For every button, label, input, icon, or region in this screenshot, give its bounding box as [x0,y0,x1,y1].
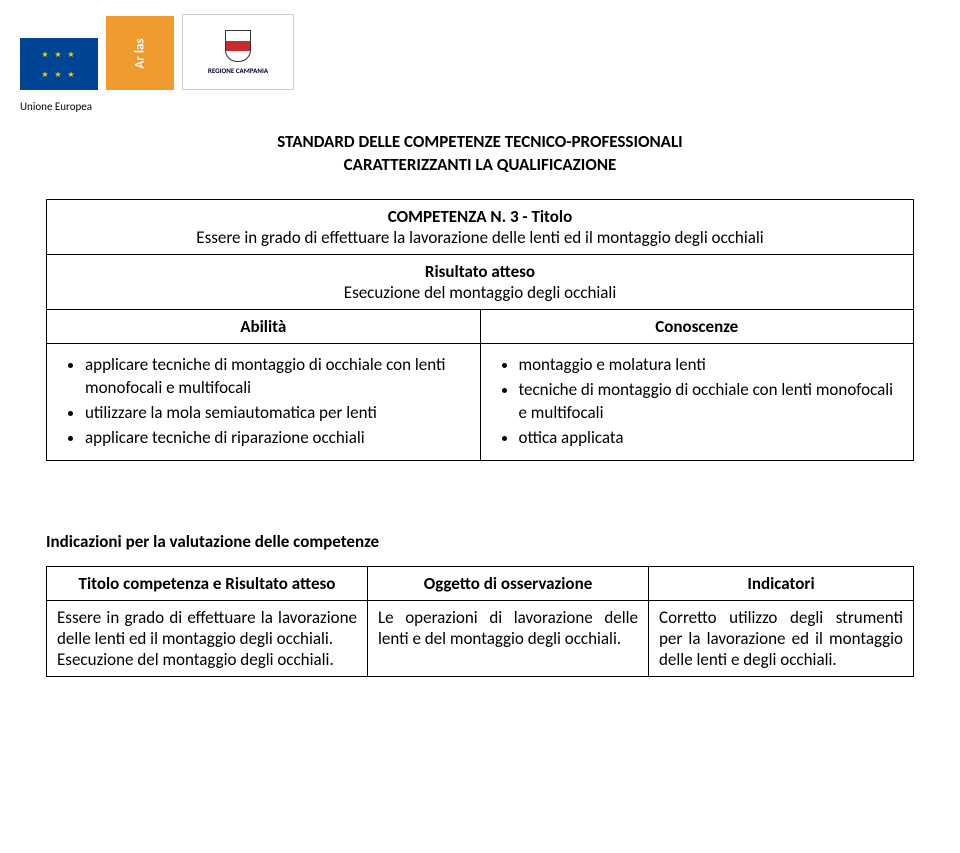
risultato-value: Esecuzione del montaggio degli occhiali [57,282,903,303]
standard-title: STANDARD DELLE COMPETENZE TECNICO-PROFES… [46,131,914,177]
page-content: STANDARD DELLE COMPETENZE TECNICO-PROFES… [0,113,960,717]
conoscenze-list: montaggio e molatura lenti tecniche di m… [491,354,904,450]
risultato-cell: Risultato atteso Esecuzione del montaggi… [47,254,914,309]
abilita-header: Abilità [47,309,481,343]
header-logo-row: ★ ★ ★ ★ ★ ★ Ar las REGIONE CAMPANIA [0,0,960,96]
logo-eu-block: ★ ★ ★ ★ ★ ★ [20,38,98,90]
eval-r1c2: Le operazioni di lavorazione delle lenti… [368,600,649,676]
competenza-title: Essere in grado di effettuare la lavoraz… [196,227,763,248]
arlas-logo-icon: Ar las [106,16,174,90]
evaluation-table: Titolo competenza e Risultato atteso Ogg… [46,566,914,677]
standard-title-line2: CARATTERIZZANTI LA QUALIFICAZIONE [344,154,617,175]
abilita-cell: applicare tecniche di montaggio di occhi… [47,343,481,460]
risultato-label: Risultato atteso [57,261,903,282]
list-item: tecniche di montaggio di occhiale con le… [519,379,904,425]
competenza-table: COMPETENZA N. 3 - Titolo Essere in grado… [46,199,914,461]
conoscenze-cell: montaggio e molatura lenti tecniche di m… [480,343,914,460]
eval-r1c3: Corretto utilizzo degli strumenti per la… [649,600,914,676]
eval-heading: Indicazioni per la valutazione delle com… [46,531,914,552]
competenza-number: COMPETENZA N. 3 - Titolo [388,206,573,227]
campania-logo-icon: REGIONE CAMPANIA [182,14,294,90]
eval-r1c1: Essere in grado di effettuare la lavoraz… [47,600,368,676]
list-item: utilizzare la mola semiautomatica per le… [85,402,470,425]
eval-col3-header: Indicatori [649,566,914,600]
competenza-header-cell: COMPETENZA N. 3 - Titolo Essere in grado… [47,199,914,254]
list-item: ottica applicata [519,427,904,450]
shield-icon [225,30,251,62]
abilita-list: applicare tecniche di montaggio di occhi… [57,354,470,450]
eval-col2-header: Oggetto di osservazione [368,566,649,600]
list-item: applicare tecniche di montaggio di occhi… [85,354,470,400]
list-item: applicare tecniche di riparazione occhia… [85,427,470,450]
standard-title-line1: STANDARD DELLE COMPETENZE TECNICO-PROFES… [277,131,682,152]
list-item: montaggio e molatura lenti [519,354,904,377]
arlas-text: Ar las [132,38,147,68]
eu-flag-icon: ★ ★ ★ ★ ★ ★ [20,38,98,90]
campania-label: REGIONE CAMPANIA [208,66,268,75]
conoscenze-header: Conoscenze [480,309,914,343]
eval-col1-header: Titolo competenza e Risultato atteso [47,566,368,600]
ue-label: Unione Europea [20,100,960,113]
